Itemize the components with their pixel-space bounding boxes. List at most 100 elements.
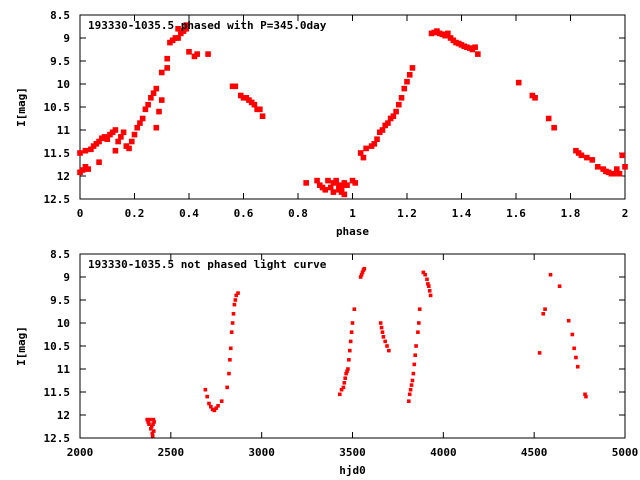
data-point bbox=[350, 321, 355, 325]
data-point bbox=[543, 307, 547, 311]
data-point bbox=[145, 417, 150, 422]
data-point bbox=[423, 272, 427, 277]
y-tick-label: 11 bbox=[57, 363, 71, 376]
data-point bbox=[410, 378, 415, 383]
data-point bbox=[131, 131, 138, 138]
x-tick-label: 0.2 bbox=[125, 207, 145, 220]
data-point bbox=[396, 101, 402, 108]
data-point bbox=[393, 108, 399, 115]
data-point bbox=[383, 339, 387, 344]
data-point bbox=[362, 266, 367, 271]
data-point bbox=[349, 330, 354, 334]
data-point bbox=[233, 298, 238, 302]
data-point bbox=[472, 44, 478, 50]
data-point bbox=[574, 355, 578, 360]
data-point bbox=[385, 344, 389, 348]
data-point bbox=[390, 113, 397, 119]
data-point bbox=[88, 146, 94, 153]
data-point bbox=[205, 51, 211, 57]
data-point bbox=[352, 307, 357, 311]
data-point bbox=[338, 184, 345, 191]
data-point bbox=[327, 184, 334, 191]
data-point bbox=[257, 106, 263, 113]
y-tick-label: 9.5 bbox=[50, 55, 70, 68]
y-tick-label: 12.5 bbox=[44, 432, 71, 445]
data-point bbox=[151, 417, 156, 422]
data-point bbox=[541, 312, 546, 316]
data-point bbox=[228, 358, 232, 362]
y-tick-label: 9 bbox=[63, 271, 70, 284]
data-point bbox=[411, 371, 416, 376]
data-point bbox=[407, 399, 411, 403]
data-point bbox=[611, 170, 617, 177]
x-tick-label: 2500 bbox=[158, 446, 185, 459]
data-point bbox=[412, 362, 417, 367]
data-point bbox=[79, 167, 86, 173]
data-point bbox=[359, 272, 364, 277]
data-point bbox=[259, 113, 266, 119]
x-axis-label: hjd0 bbox=[339, 464, 366, 477]
data-point bbox=[583, 392, 587, 397]
data-point bbox=[322, 187, 329, 193]
data-point bbox=[230, 321, 235, 325]
chart-title: 193330-1035.5 phased with P=345.0day bbox=[88, 19, 327, 32]
data-point bbox=[82, 147, 89, 154]
data-point bbox=[475, 51, 481, 57]
x-tick-label: 5000 bbox=[612, 446, 639, 459]
data-point bbox=[545, 115, 552, 122]
data-point bbox=[407, 392, 412, 397]
data-point bbox=[616, 170, 623, 177]
data-point bbox=[186, 49, 192, 55]
data-point bbox=[344, 371, 348, 376]
data-point bbox=[115, 138, 121, 145]
y-tick-label: 9.5 bbox=[50, 294, 70, 307]
x-tick-label: 1.8 bbox=[561, 207, 581, 220]
y-tick-label: 8.5 bbox=[50, 9, 70, 22]
data-point bbox=[557, 284, 562, 288]
data-point bbox=[152, 420, 156, 424]
tick-labels: 0 0.2 0.4 0.6 0.8 1 1.2 1.4 1.6 1.8 2 8.5 9 9.5 10 10.5… bbox=[44, 9, 629, 220]
data-point bbox=[416, 330, 420, 334]
data-point bbox=[150, 433, 155, 438]
data-point bbox=[203, 387, 208, 392]
data-point bbox=[227, 371, 231, 376]
x-tick-label: 2 bbox=[622, 207, 629, 220]
data-point bbox=[330, 189, 337, 195]
data-point bbox=[96, 159, 102, 165]
data-point bbox=[348, 339, 353, 344]
data-point bbox=[341, 191, 348, 198]
data-point bbox=[231, 312, 236, 316]
data-point bbox=[158, 69, 165, 76]
unphased-light-curve-chart: 2000 2500 3000 3500 4000 4500 5000 8.5 9 9.5 10 10.… bbox=[15, 248, 638, 477]
data-point bbox=[137, 120, 143, 126]
data-point bbox=[594, 164, 601, 170]
data-point bbox=[149, 424, 154, 429]
y-tick-label: 11.5 bbox=[44, 386, 71, 399]
data-point bbox=[112, 147, 119, 154]
tick-labels: 2000 2500 3000 3500 4000 4500 5000 8.5 9 9.5 10 10.… bbox=[44, 248, 639, 459]
data-point bbox=[566, 318, 571, 323]
data-point bbox=[229, 330, 234, 334]
data-point bbox=[303, 180, 309, 186]
data-point bbox=[578, 152, 585, 159]
data-point bbox=[194, 51, 200, 57]
data-point bbox=[96, 138, 102, 145]
y-tick-label: 10.5 bbox=[44, 340, 71, 353]
x-tick-label: 2000 bbox=[67, 446, 94, 459]
data-point bbox=[548, 272, 553, 277]
data-point bbox=[360, 270, 365, 275]
data-point bbox=[426, 282, 430, 286]
y-tick-label: 12 bbox=[57, 409, 70, 422]
data-point bbox=[413, 353, 417, 357]
data-point bbox=[85, 166, 91, 172]
x-tick-label: 4000 bbox=[430, 446, 457, 459]
data-point bbox=[406, 72, 413, 78]
data-point bbox=[409, 65, 416, 71]
data-point bbox=[134, 124, 141, 131]
data-point bbox=[148, 95, 154, 101]
data-point bbox=[570, 332, 575, 337]
data-point bbox=[425, 277, 429, 282]
x-tick-label: 1.6 bbox=[506, 207, 526, 220]
plot-frame bbox=[79, 14, 626, 200]
